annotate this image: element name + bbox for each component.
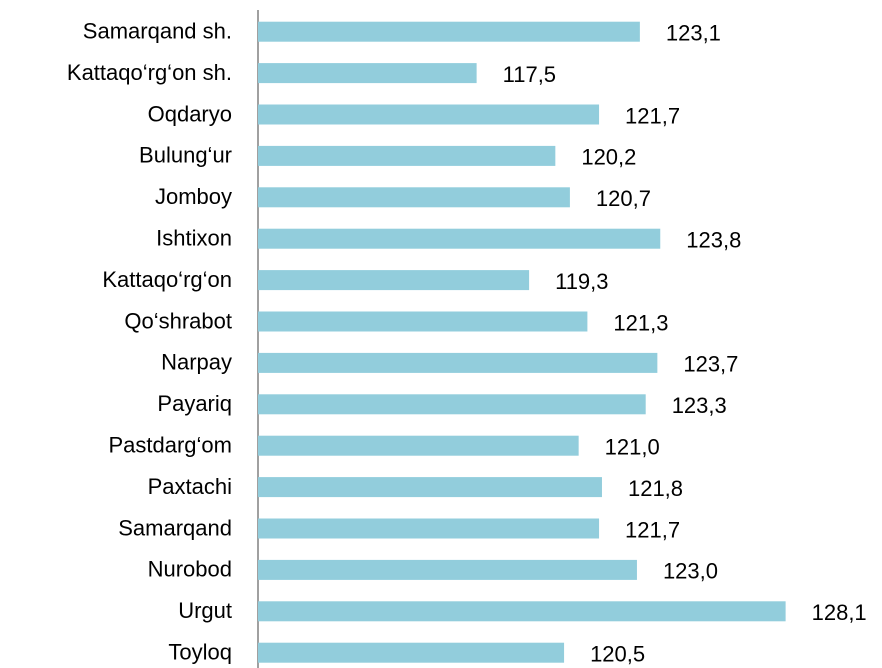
y-tick-label: Paxtachi bbox=[148, 474, 232, 499]
y-tick-label: Samarqand bbox=[118, 515, 232, 540]
value-label: 123,3 bbox=[672, 393, 727, 418]
bar bbox=[258, 104, 600, 125]
value-label: 121,7 bbox=[625, 103, 680, 128]
y-tick-label: Kattaqo‘rg‘on sh. bbox=[67, 60, 232, 85]
y-tick-label: Bulung‘ur bbox=[139, 143, 232, 168]
bar bbox=[258, 435, 579, 456]
value-label: 121,3 bbox=[613, 310, 668, 335]
y-tick-label: Oqdaryo bbox=[148, 101, 232, 126]
value-label: 128,1 bbox=[812, 600, 867, 625]
y-tick-label: Ishtixon bbox=[156, 226, 232, 251]
bar bbox=[258, 270, 530, 291]
value-label: 123,0 bbox=[663, 559, 718, 584]
y-tick-label: Kattaqo‘rg‘on bbox=[102, 267, 232, 292]
y-tick-label: Narpay bbox=[161, 350, 232, 375]
value-label: 120,7 bbox=[596, 186, 651, 211]
bar bbox=[258, 21, 640, 42]
value-label: 121,0 bbox=[605, 435, 660, 460]
y-tick-label: Samarqand sh. bbox=[83, 19, 232, 44]
y-tick-label: Qo‘shrabot bbox=[124, 308, 232, 333]
value-label: 120,2 bbox=[581, 145, 636, 170]
bar bbox=[258, 187, 570, 208]
value-label: 123,7 bbox=[683, 352, 738, 377]
bar bbox=[258, 601, 786, 622]
bar bbox=[258, 352, 658, 373]
bar bbox=[258, 394, 646, 415]
value-label: 120,5 bbox=[590, 642, 645, 667]
bar bbox=[258, 477, 602, 498]
y-tick-label: Jomboy bbox=[155, 184, 232, 209]
value-label: 123,8 bbox=[686, 228, 741, 253]
value-label: 117,5 bbox=[503, 62, 556, 87]
value-label: 119,3 bbox=[555, 269, 608, 294]
y-tick-label: Toyloq bbox=[168, 640, 232, 665]
bar bbox=[258, 518, 600, 539]
y-tick-label: Pastdarg‘om bbox=[108, 433, 232, 458]
bar bbox=[258, 311, 588, 332]
bar bbox=[258, 642, 565, 663]
y-tick-label: Nurobod bbox=[148, 557, 232, 582]
value-label: 121,8 bbox=[628, 476, 683, 501]
y-tick-label: Payariq bbox=[157, 391, 232, 416]
bar bbox=[258, 559, 637, 580]
bar bbox=[258, 63, 477, 84]
bar bbox=[258, 228, 661, 249]
value-label: 121,7 bbox=[625, 517, 680, 542]
y-tick-label: Urgut bbox=[178, 598, 232, 623]
value-label: 123,1 bbox=[666, 21, 721, 46]
bar bbox=[258, 145, 556, 166]
